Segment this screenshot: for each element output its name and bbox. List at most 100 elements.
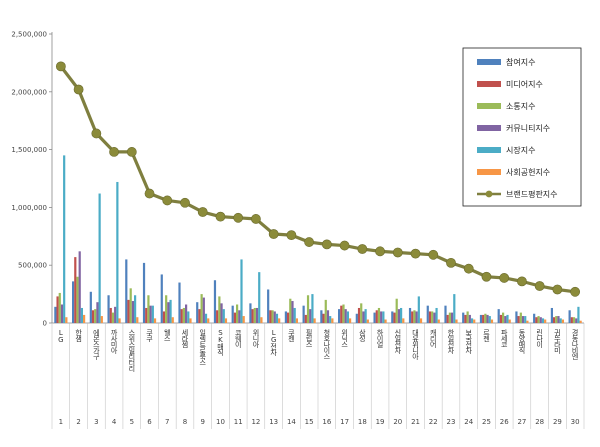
bar: [311, 294, 314, 323]
category-label: 보국전자: [465, 329, 473, 355]
category-index: 25: [482, 418, 491, 426]
category-label: 경동나비엔: [571, 328, 579, 360]
line-point: [286, 230, 297, 241]
category-index: 2: [76, 418, 80, 426]
bar: [521, 316, 525, 323]
bar: [519, 312, 522, 323]
line-point: [357, 244, 368, 254]
bar: [517, 316, 520, 323]
bar: [504, 316, 507, 323]
bar: [437, 319, 440, 323]
bar: [289, 298, 292, 323]
bar: [557, 316, 560, 323]
bar: [541, 318, 545, 323]
bar: [484, 313, 487, 323]
bar: [575, 318, 578, 323]
bar: [202, 297, 205, 323]
bar: [240, 259, 243, 323]
category-label: 필립스: [305, 328, 313, 347]
bar: [213, 280, 217, 323]
legend-label: 사회공헌지수: [506, 168, 550, 177]
bar: [360, 303, 363, 323]
bar: [284, 311, 287, 323]
bar: [357, 307, 361, 323]
bar: [58, 292, 61, 323]
line-point: [109, 147, 119, 157]
bar: [220, 303, 223, 323]
bar: [426, 305, 429, 323]
category-label: 코웨이: [234, 329, 242, 349]
bar: [287, 312, 290, 323]
line-point: [517, 276, 527, 287]
bar: [204, 313, 208, 323]
bar: [278, 318, 281, 323]
bar: [309, 309, 312, 323]
line-point: [534, 281, 545, 291]
bar: [524, 316, 527, 323]
line-point: [304, 237, 315, 247]
bar: [435, 307, 438, 323]
bar: [526, 320, 529, 323]
bar: [253, 307, 256, 323]
bar: [178, 282, 181, 323]
bar: [417, 296, 420, 323]
bar: [269, 310, 272, 323]
line-point: [126, 147, 137, 157]
bar: [515, 311, 518, 323]
category-label: 동양매직: [518, 329, 526, 355]
category-index: 7: [165, 418, 169, 426]
category-label: LG: [57, 329, 65, 343]
bar: [322, 313, 325, 323]
category-label: 스위스밀리터리: [128, 329, 136, 373]
category-index: 3: [94, 418, 98, 426]
category-label: 위닉스: [341, 329, 349, 347]
category-index: 11: [234, 418, 243, 426]
bar: [147, 295, 150, 323]
bar: [125, 259, 128, 323]
bar: [499, 314, 502, 323]
bar: [453, 294, 456, 323]
bar: [466, 311, 469, 323]
bar: [433, 312, 436, 323]
bar: [180, 309, 183, 323]
legend-marker: [485, 190, 493, 198]
y-tick-label: 1,000,000: [11, 204, 47, 212]
category-index: 12: [251, 418, 260, 426]
bar: [324, 299, 327, 323]
bar: [224, 318, 228, 323]
bar: [207, 318, 210, 323]
bar: [470, 318, 474, 323]
legend-swatch: [477, 59, 501, 65]
y-tick-label: 500,000: [18, 262, 47, 270]
bar: [544, 319, 547, 323]
bar: [444, 305, 447, 323]
category-index: 18: [358, 418, 367, 426]
y-tick-label: 1,500,000: [11, 146, 47, 154]
category-index: 26: [500, 418, 509, 426]
category-label: 신일전자: [394, 328, 402, 355]
bar: [415, 311, 418, 323]
bar: [167, 302, 170, 323]
line-point: [339, 240, 350, 251]
line-point: [499, 273, 510, 283]
legend-label: 시장지수: [506, 145, 535, 155]
bar: [129, 288, 132, 323]
bar: [550, 307, 553, 323]
line-point: [552, 284, 563, 295]
bar: [362, 311, 365, 323]
category-label: 캐리어: [429, 329, 437, 349]
bar: [302, 305, 305, 323]
category-index: 5: [130, 418, 134, 426]
bar: [395, 298, 398, 323]
bar: [151, 305, 154, 323]
line-point: [321, 239, 332, 250]
bar: [488, 316, 491, 323]
x-tick-labels: LG 1 한샘 2 에몬스가구 3 까사미아 4 스위스밀리터리 5 쿠쿠 6 웰스 7 세라젬 8 일렉트로룩…: [57, 328, 580, 426]
bar: [255, 307, 259, 323]
bars: [54, 155, 582, 323]
legend-swatch: [477, 147, 501, 153]
category-label: 대유위니아: [412, 329, 420, 361]
category-label: 위니아: [252, 329, 260, 349]
bar: [231, 305, 234, 323]
